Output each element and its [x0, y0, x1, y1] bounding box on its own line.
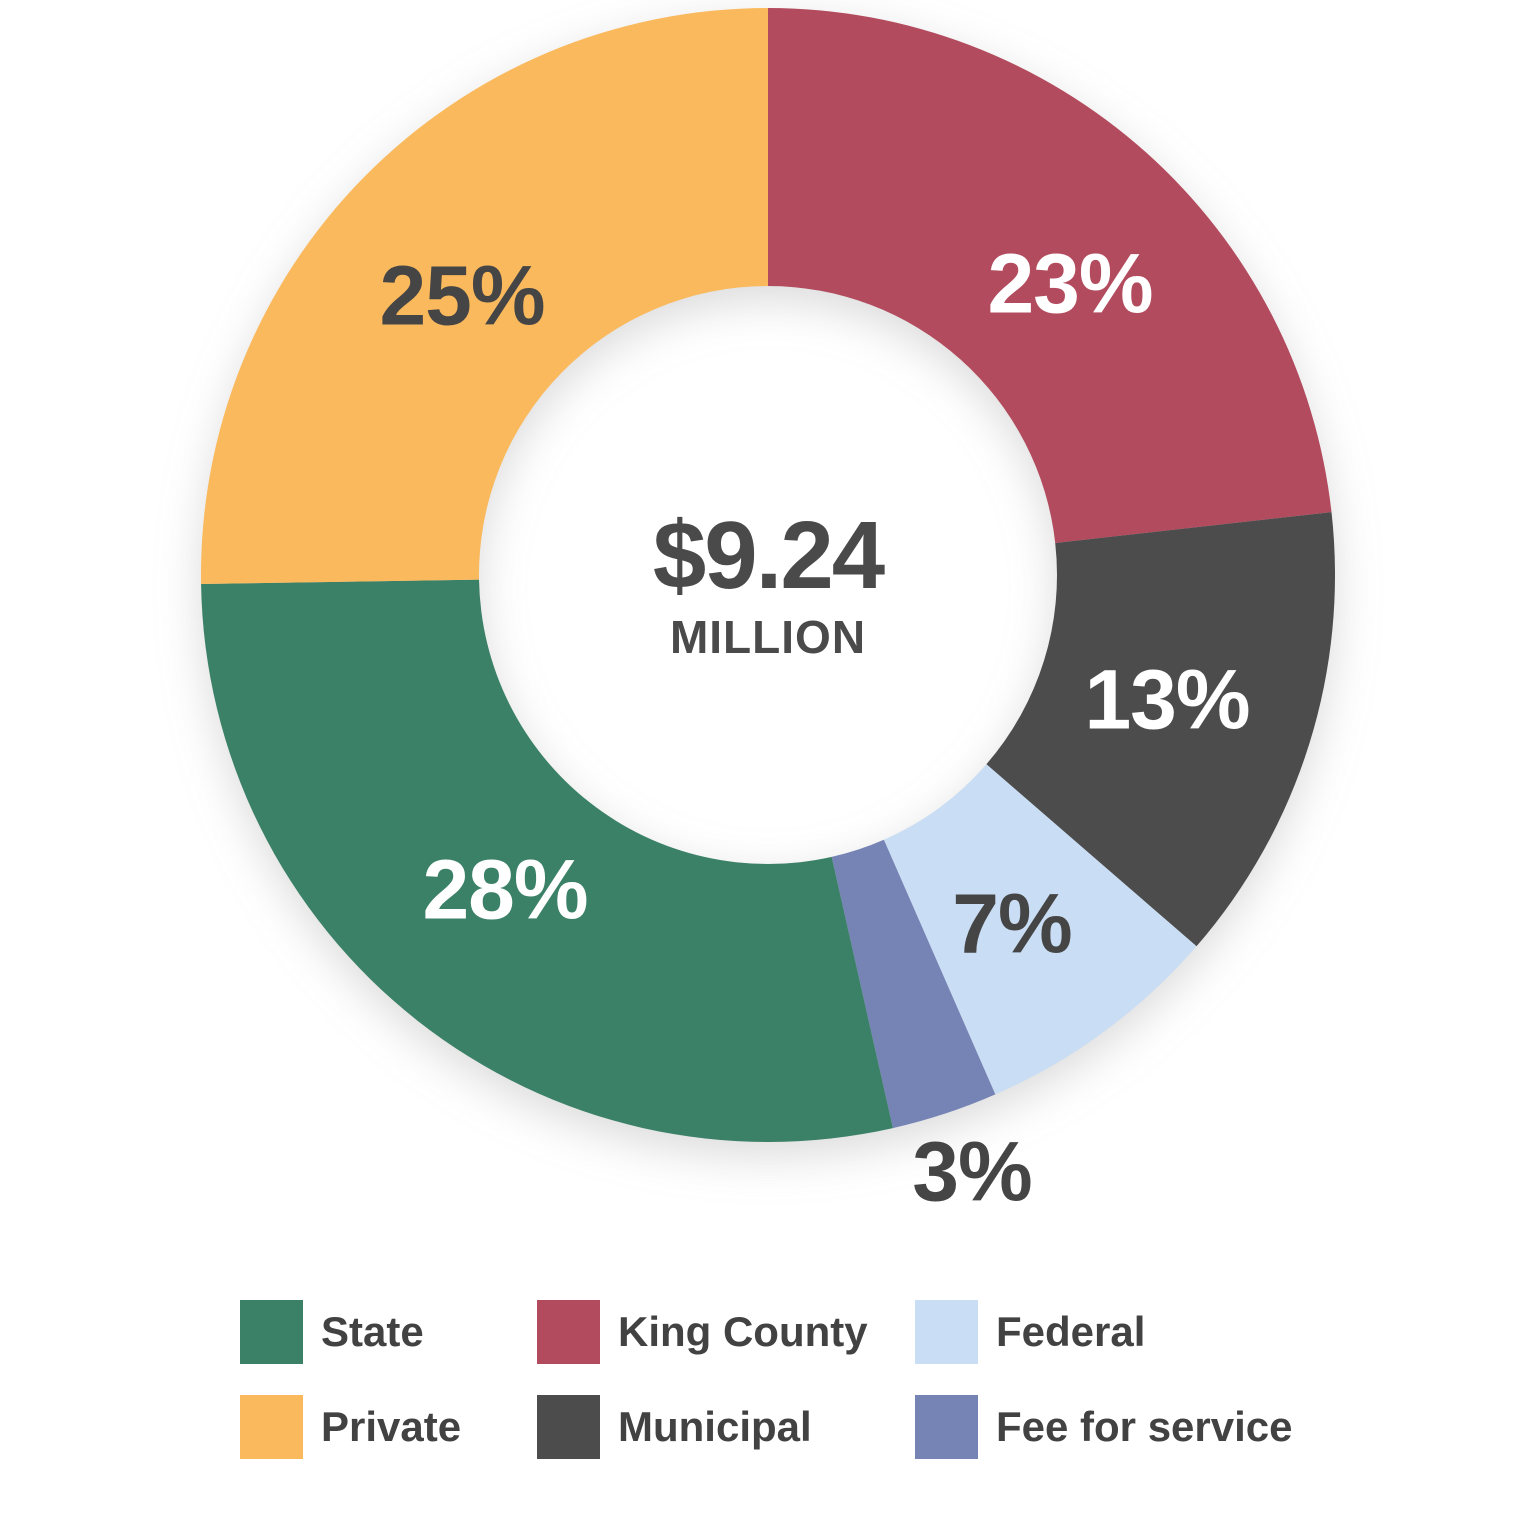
- legend-swatch-fee-for-service: [915, 1395, 978, 1459]
- pct-label-state: 28%: [422, 842, 588, 937]
- legend-swatch-private: [240, 1395, 303, 1459]
- slice-private: [200, 8, 769, 584]
- slice-state: [201, 579, 893, 1143]
- donut-ring: [200, 8, 1336, 1143]
- pct-label-king-county: 23%: [987, 236, 1153, 331]
- legend-label-private: Private: [321, 1403, 462, 1450]
- pct-label-private: 25%: [379, 248, 545, 343]
- pct-label-municipal: 13%: [1084, 652, 1250, 747]
- legend-label-state: State: [321, 1308, 424, 1355]
- legend-swatch-state: [240, 1300, 303, 1364]
- legend-label-king-county: King County: [618, 1308, 868, 1355]
- legend-item-king-county: King County: [537, 1300, 868, 1364]
- legend-item-state: State: [240, 1300, 424, 1364]
- total-amount: $9.24: [652, 502, 885, 609]
- legend-item-federal: Federal: [915, 1300, 1145, 1364]
- total-amount-unit: MILLION: [669, 611, 867, 663]
- slice-fee-for-service: [831, 839, 996, 1129]
- pct-label-federal: 7%: [952, 876, 1072, 971]
- legend-swatch-municipal: [537, 1395, 600, 1459]
- legend-item-fee-for-service: Fee for service: [915, 1395, 1293, 1459]
- donut-center-label: $9.24 MILLION: [652, 502, 885, 663]
- donut-chart: [200, 8, 1336, 1143]
- legend-label-fee-for-service: Fee for service: [996, 1403, 1293, 1450]
- slice-federal: [883, 764, 1197, 1095]
- legend-swatch-king-county: [537, 1300, 600, 1364]
- legend-item-private: Private: [240, 1395, 461, 1459]
- legend-label-municipal: Municipal: [618, 1403, 812, 1450]
- legend-item-municipal: Municipal: [537, 1395, 812, 1459]
- slice-king-county: [768, 8, 1332, 543]
- pct-label-fee-for-service: 3%: [912, 1124, 1032, 1219]
- legend-swatch-federal: [915, 1300, 978, 1364]
- legend-label-federal: Federal: [996, 1308, 1146, 1355]
- slice-municipal: [986, 512, 1336, 947]
